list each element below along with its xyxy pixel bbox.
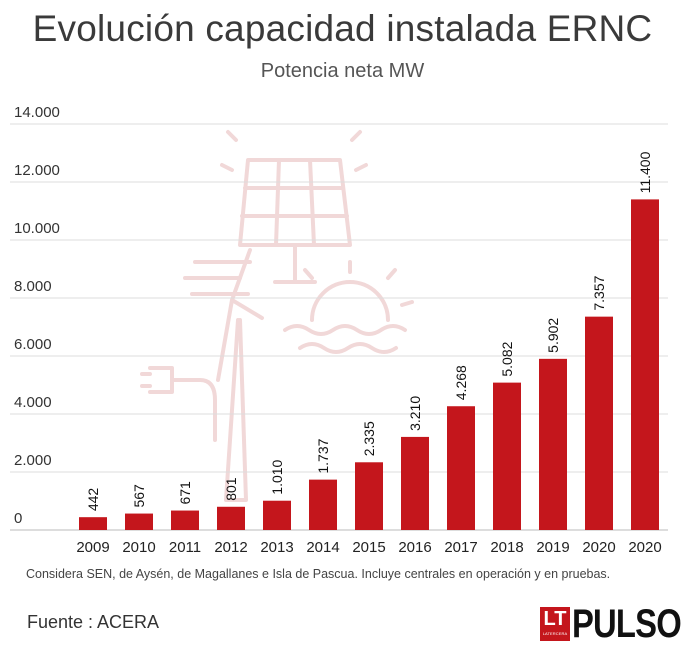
chart-subtitle: Potencia neta MW: [260, 60, 425, 82]
x-tick-label: 2009: [76, 539, 109, 556]
x-tick-label: 2011: [169, 539, 201, 556]
value-label: 1.737: [315, 438, 331, 473]
latercera-mark: LT LATERCERA: [540, 607, 570, 641]
value-label: 7.357: [591, 275, 607, 310]
y-tick-label: 6.000: [14, 336, 52, 353]
bar: [355, 462, 383, 530]
solar-wind-energy-icon: [140, 130, 414, 502]
y-tick-label: 14.000: [14, 104, 60, 121]
value-label: 442: [85, 488, 101, 512]
value-label: 5.902: [545, 318, 561, 353]
value-label: 5.082: [499, 341, 515, 376]
x-tick-label: 2018: [490, 539, 523, 556]
y-tick-label: 4.000: [14, 394, 52, 411]
bar: [171, 510, 199, 530]
bar: [79, 517, 107, 530]
x-tick-label: 2019: [536, 539, 569, 556]
bar: [309, 479, 337, 530]
value-label: 671: [177, 481, 193, 505]
value-label: 567: [131, 484, 147, 508]
value-labels: 442 567 671 801 1.010 1.737 2.335 3.210 4.268 5.0…: [85, 151, 653, 511]
y-tick-label: 8.000: [14, 278, 52, 295]
x-axis: 2009 2010 2011 2012 2013 2014 2015 2016 2017 2018…: [76, 539, 661, 556]
bars: [79, 199, 659, 530]
x-tick-label: 2020: [582, 539, 615, 556]
logo-mark: LT: [543, 608, 567, 630]
value-label: 1.010: [269, 459, 285, 494]
bar: [585, 316, 613, 530]
bar: [263, 500, 291, 530]
bar-chart: 02.0004.0006.0008.00010.00012.00014.000 …: [10, 104, 668, 556]
value-label: 11.400: [637, 151, 653, 193]
x-tick-label: 2012: [214, 539, 247, 556]
chart-note: Considera SEN, de Aysén, de Magallanes e…: [26, 567, 611, 581]
bar: [493, 382, 521, 530]
bar: [539, 358, 567, 530]
logo-mark-sub: LATERCERA: [542, 631, 568, 636]
bar: [217, 506, 245, 530]
x-tick-label: 2020: [628, 539, 661, 556]
x-tick-label: 2015: [352, 539, 385, 556]
y-tick-label: 2.000: [14, 452, 52, 469]
y-tick-label: 10.000: [14, 220, 60, 237]
pulso-logo: LT LATERCERA PULSO: [540, 603, 685, 645]
logo-brand: PULSO: [572, 602, 682, 646]
x-tick-label: 2014: [306, 539, 339, 556]
value-label: 4.268: [453, 365, 469, 400]
x-tick-label: 2010: [122, 539, 155, 556]
y-tick-label: 12.000: [14, 162, 60, 179]
x-tick-label: 2017: [444, 539, 477, 556]
x-tick-label: 2013: [260, 539, 293, 556]
value-label: 801: [223, 477, 239, 501]
x-tick-label: 2016: [398, 539, 431, 556]
bar: [125, 513, 153, 530]
y-axis: 0 2.000 4.000 6.000 8.000 10.000 12.000 14.000: [14, 104, 60, 527]
y-tick-label: 0: [14, 510, 22, 527]
value-label: 2.335: [361, 421, 377, 456]
bar: [631, 199, 659, 530]
chart-title: Evolución capacidad instalada ERNC: [32, 8, 653, 49]
source-label: Fuente : ACERA: [27, 612, 160, 632]
bar: [447, 406, 475, 530]
value-label: 3.210: [407, 396, 423, 431]
bar: [401, 436, 429, 530]
